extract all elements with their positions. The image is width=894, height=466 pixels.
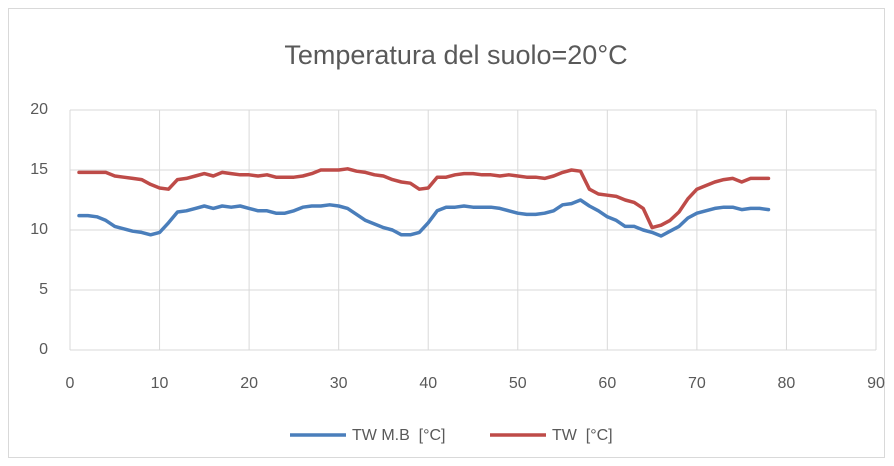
series-line [77, 198, 771, 238]
legend-label: TW [°C] [552, 427, 613, 444]
x-tick-label: 20 [240, 375, 258, 392]
x-tick-label: 40 [419, 375, 437, 392]
x-tick-label: 50 [509, 375, 527, 392]
legend-label: TW M.B [°C] [352, 427, 446, 444]
series-line [77, 167, 771, 230]
x-tick-label: 30 [330, 375, 348, 392]
x-tick-label: 70 [688, 375, 706, 392]
x-tick-label: 0 [66, 375, 75, 392]
x-tick-label: 90 [867, 375, 885, 392]
y-tick-label: 15 [30, 161, 48, 178]
chart-title: Temperatura del suolo=20°C [284, 40, 627, 70]
x-tick-label: 10 [151, 375, 169, 392]
x-tick-label: 80 [778, 375, 796, 392]
y-tick-label: 10 [30, 221, 48, 238]
x-tick-label: 60 [598, 375, 616, 392]
y-tick-label: 0 [39, 341, 48, 358]
y-tick-label: 20 [30, 101, 48, 118]
y-tick-label: 5 [39, 281, 48, 298]
